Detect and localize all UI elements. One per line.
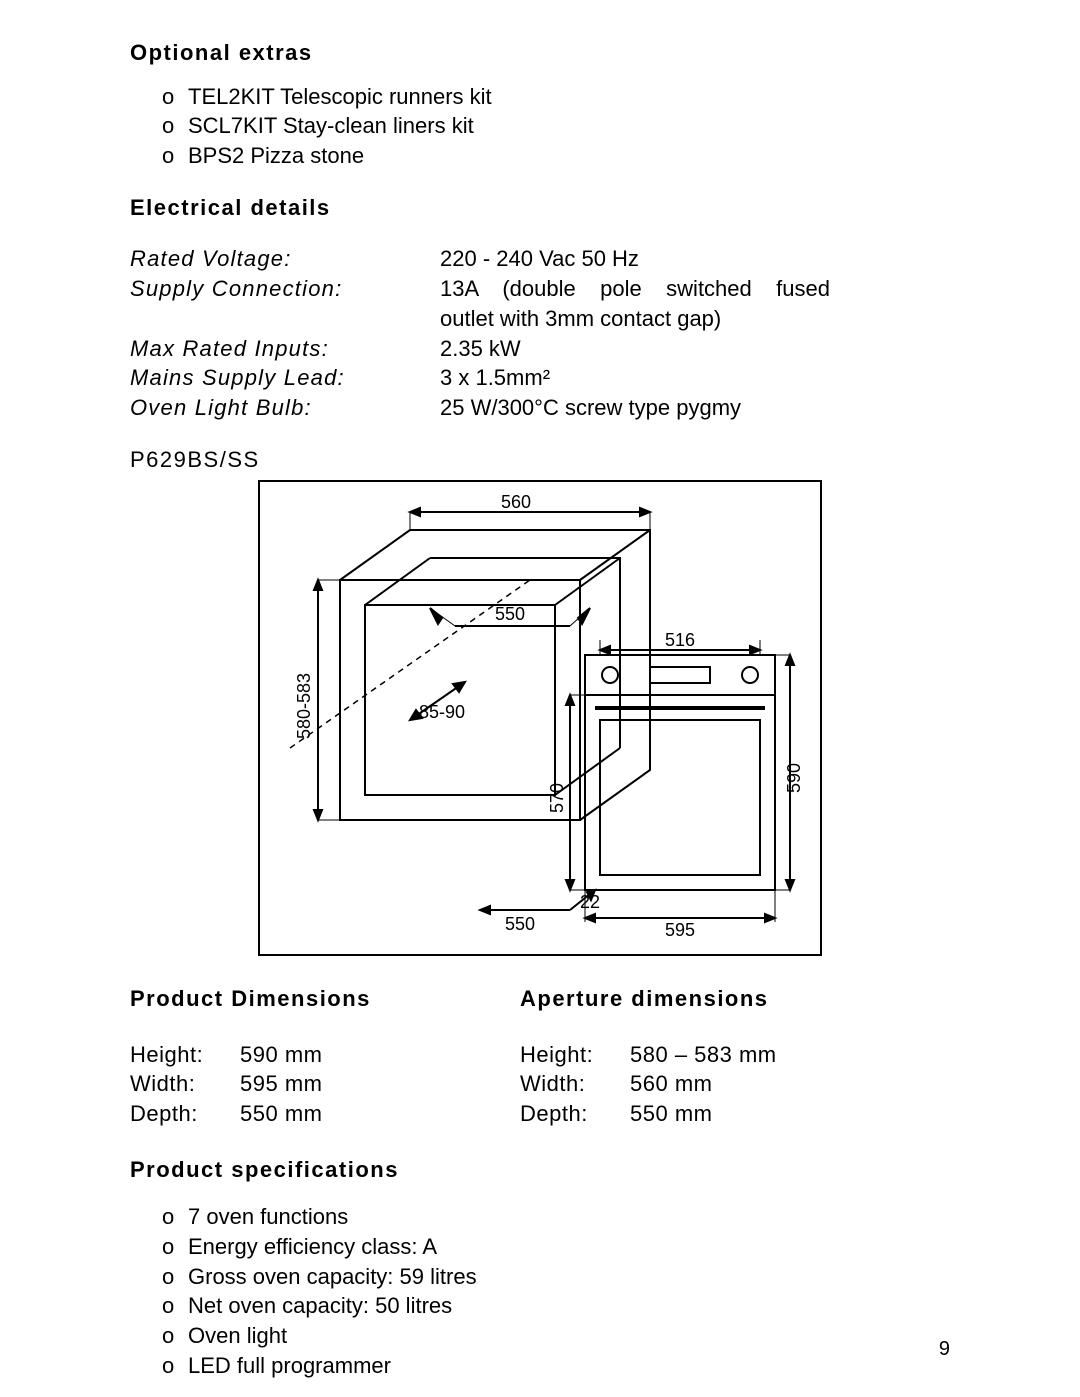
diagram-frame: 22 560 550 85-90 580-583 516 570 590 550… xyxy=(258,480,822,956)
model-code: P629BS/SS xyxy=(130,445,950,475)
dimension-diagram: 22 560 550 85-90 580-583 516 570 590 550… xyxy=(130,480,950,956)
list-item: Net oven capacity: 50 litres xyxy=(188,1291,950,1321)
list-item: TEL2KIT Telescopic runners kit xyxy=(188,82,950,112)
electrical-heading: Electrical details xyxy=(130,193,950,223)
oven-diagram-svg: 22 560 550 85-90 580-583 516 570 590 550… xyxy=(270,490,810,940)
elec-label: Rated Voltage: xyxy=(130,244,440,274)
optional-extras-list: TEL2KIT Telescopic runners kit SCL7KIT S… xyxy=(130,82,950,171)
page-number: 9 xyxy=(939,1336,950,1363)
elec-value: 220 - 240 Vac 50 Hz xyxy=(440,244,639,274)
dim-label: Depth: xyxy=(520,1099,630,1129)
optional-extras-heading: Optional extras xyxy=(130,38,950,68)
elec-value-line: outlet with 3mm contact gap) xyxy=(440,304,860,334)
dim-560: 560 xyxy=(501,492,531,512)
dim-85-90: 85-90 xyxy=(419,702,465,722)
dim-value: 595 mm xyxy=(240,1069,322,1099)
dim-516: 516 xyxy=(665,630,695,650)
aperture-dimensions-col: Aperture dimensions Height:580 – 583 mm … xyxy=(520,984,870,1129)
elec-label: Mains Supply Lead: xyxy=(130,363,440,393)
list-item: Energy efficiency class: A xyxy=(188,1232,950,1262)
elec-value: 3 x 1.5mm² xyxy=(440,363,550,393)
aperture-dimensions-heading: Aperture dimensions xyxy=(520,984,870,1014)
list-item: 7 oven functions xyxy=(188,1202,950,1232)
elec-label: Oven Light Bulb: xyxy=(130,393,440,423)
product-specs-list: 7 oven functions Energy efficiency class… xyxy=(130,1202,950,1380)
dim-label: Height: xyxy=(130,1040,240,1070)
product-specs-heading: Product specifications xyxy=(130,1155,950,1185)
dim-value: 590 mm xyxy=(240,1040,322,1070)
dim-label: Width: xyxy=(520,1069,630,1099)
list-item: Oven light xyxy=(188,1321,950,1351)
dim-22: 22 xyxy=(580,892,600,912)
elec-value: 2.35 kW xyxy=(440,334,521,364)
list-item: BPS2 Pizza stone xyxy=(188,141,950,171)
dim-590: 590 xyxy=(784,763,804,793)
dim-label: Height: xyxy=(520,1040,630,1070)
dim-value: 550 mm xyxy=(630,1099,712,1129)
list-item: Gross oven capacity: 59 litres xyxy=(188,1262,950,1292)
elec-value-line: 13A (double pole switched fused xyxy=(440,274,830,304)
dim-value: 580 – 583 mm xyxy=(630,1040,777,1070)
electrical-block: Rated Voltage: 220 - 240 Vac 50 Hz Suppl… xyxy=(130,244,950,422)
elec-label: Max Rated Inputs: xyxy=(130,334,440,364)
dim-550i: 550 xyxy=(495,604,525,624)
dim-570: 570 xyxy=(547,783,567,813)
product-dimensions-heading: Product Dimensions xyxy=(130,984,480,1014)
elec-value: 13A (double pole switched fused outlet w… xyxy=(440,274,860,333)
dim-595: 595 xyxy=(665,920,695,940)
dim-value: 560 mm xyxy=(630,1069,712,1099)
dim-550d: 550 xyxy=(505,914,535,934)
elec-label: Supply Connection: xyxy=(130,274,440,333)
list-item: SCL7KIT Stay-clean liners kit xyxy=(188,111,950,141)
dim-label: Depth: xyxy=(130,1099,240,1129)
dimensions-columns: Product Dimensions Height:590 mm Width:5… xyxy=(130,984,950,1129)
dim-label: Width: xyxy=(130,1069,240,1099)
dim-580-583: 580-583 xyxy=(294,673,314,739)
dim-value: 550 mm xyxy=(240,1099,322,1129)
elec-value: 25 W/300°C screw type pygmy xyxy=(440,393,741,423)
list-item: LED full programmer xyxy=(188,1351,950,1381)
product-dimensions-col: Product Dimensions Height:590 mm Width:5… xyxy=(130,984,480,1129)
